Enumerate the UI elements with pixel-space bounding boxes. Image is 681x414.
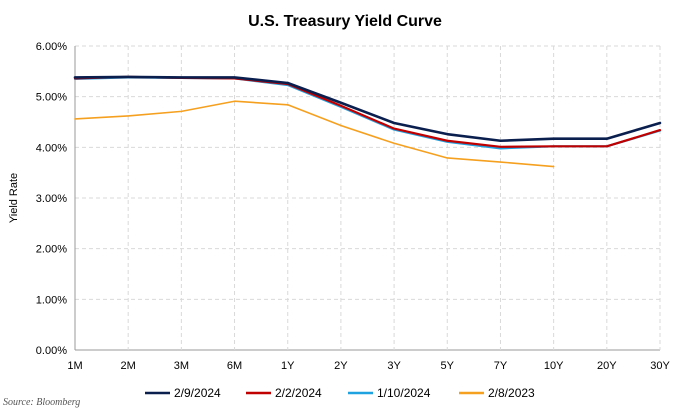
y-tick-label: 2.00%: [36, 244, 67, 256]
y-tick-label: 1.00%: [36, 294, 67, 306]
x-tick-label: 1Y: [281, 360, 295, 372]
x-tick-label: 3Y: [387, 360, 401, 372]
legend-label: 1/10/2024: [377, 386, 431, 400]
x-tick-label: 3M: [174, 360, 189, 372]
y-axis-ticks: 0.00% 1.00% 2.00% 3.00% 4.00% 5.00% 6.00%: [36, 41, 67, 357]
x-tick-label: 2Y: [334, 360, 348, 372]
x-tick-label: 30Y: [650, 360, 670, 372]
legend-label: 2/2/2024: [275, 386, 322, 400]
legend-label: 2/8/2023: [488, 386, 535, 400]
gridlines: [74, 45, 661, 351]
y-tick-label: 0.00%: [36, 345, 67, 357]
x-tick-label: 20Y: [597, 360, 617, 372]
source-note: Source: Bloomberg: [3, 397, 81, 408]
legend-label: 2/9/2024: [174, 386, 221, 400]
x-tick-label: 5Y: [441, 360, 455, 372]
x-tick-label: 1M: [67, 360, 82, 372]
series-line: [74, 100, 555, 168]
y-tick-label: 6.00%: [36, 41, 67, 53]
x-tick-label: 2M: [121, 360, 136, 372]
series-line: [73, 75, 662, 143]
y-tick-label: 3.00%: [36, 193, 67, 205]
chart-title: U.S. Treasury Yield Curve: [248, 13, 442, 30]
x-tick-label: 10Y: [544, 360, 564, 372]
y-axis-label: Yield Rate: [8, 173, 20, 223]
x-axis-ticks: 1M 2M 3M 6M 1Y 2Y 3Y 5Y 7Y 10Y 20Y 30Y: [67, 360, 670, 372]
series-lines: [73, 75, 662, 168]
y-tick-label: 5.00%: [36, 92, 67, 104]
y-tick-label: 4.00%: [36, 142, 67, 154]
x-tick-label: 7Y: [494, 360, 508, 372]
x-tick-label: 6M: [227, 360, 242, 372]
legend: 2/9/2024 2/2/2024 1/10/2024 2/8/2023: [145, 386, 535, 400]
